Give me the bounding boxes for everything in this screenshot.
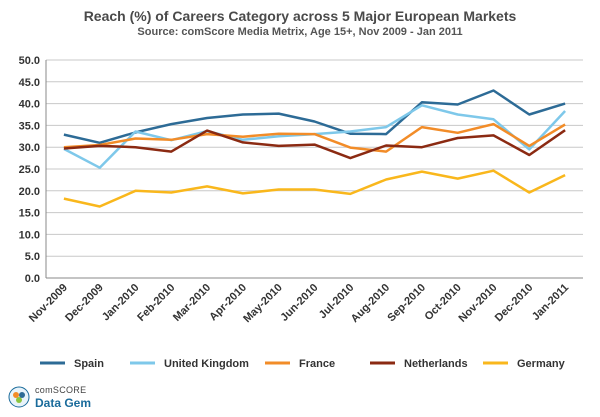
x-tick-label: Dec-2010	[493, 282, 536, 325]
y-tick-label: 30.0	[19, 142, 40, 154]
y-tick-label: 45.0	[19, 77, 40, 89]
series-line-spain	[63, 89, 566, 145]
x-tick-label: May-2010	[241, 282, 285, 326]
legend-label: Spain	[74, 358, 104, 370]
y-tick-label: 50.0	[19, 55, 40, 67]
x-tick-label: Jun-2010	[278, 282, 320, 324]
y-tick-label: 15.0	[19, 208, 40, 220]
y-tick-label: 0.0	[25, 273, 40, 285]
series-lines	[63, 89, 567, 208]
x-tick-labels: Nov-2009Dec-2009Jan-2010Feb-2010Mar-2010…	[27, 282, 571, 326]
grid-lines	[46, 59, 583, 279]
axes	[45, 60, 583, 279]
x-tick-label: Nov-2009	[27, 282, 70, 325]
series-line-germany	[63, 169, 566, 208]
logo-brand-text: comSCORE	[35, 385, 87, 395]
y-tick-label: 20.0	[19, 186, 40, 198]
logo-product-text: Data Gem	[35, 396, 92, 410]
comscore-logo-icon	[8, 386, 30, 408]
x-tick-label: Nov-2010	[457, 282, 500, 325]
series-line-france	[63, 122, 566, 153]
x-tick-label: Sep-2010	[385, 282, 428, 325]
legend-label: Netherlands	[404, 358, 468, 370]
y-tick-label: 25.0	[19, 164, 40, 176]
y-tick-label: 5.0	[25, 251, 40, 263]
y-tick-label: 35.0	[19, 120, 40, 132]
x-tick-label: Mar-2010	[171, 282, 213, 324]
x-tick-label: Feb-2010	[135, 282, 177, 324]
y-tick-label: 10.0	[19, 229, 40, 241]
series-line-netherlands	[63, 129, 566, 160]
chart-title: Reach (%) of Careers Category across 5 M…	[83, 8, 517, 24]
x-tick-label: Jan-2010	[100, 282, 142, 324]
y-tick-label: 40.0	[19, 99, 40, 111]
y-tick-labels: 0.0 5.0 10.0 15.0 20.0 25.0 30.0 35.0 40.0 45.0 50…	[19, 55, 40, 285]
x-tick-label: Jan-2011	[530, 282, 571, 323]
chart-subtitle: Source: comScore Media Metrix, Age 15+, …	[137, 26, 463, 38]
legend-label: Germany	[517, 358, 566, 370]
comscore-logo: comSCORE Data Gem	[8, 384, 128, 414]
legend-label: France	[299, 358, 335, 370]
x-tick-label: Dec-2009	[63, 282, 106, 325]
legend: Spain United Kingdom France Netherlands Germ…	[40, 358, 566, 370]
legend-label: United Kingdom	[164, 358, 249, 370]
x-tick-label: Aug-2010	[349, 282, 393, 326]
